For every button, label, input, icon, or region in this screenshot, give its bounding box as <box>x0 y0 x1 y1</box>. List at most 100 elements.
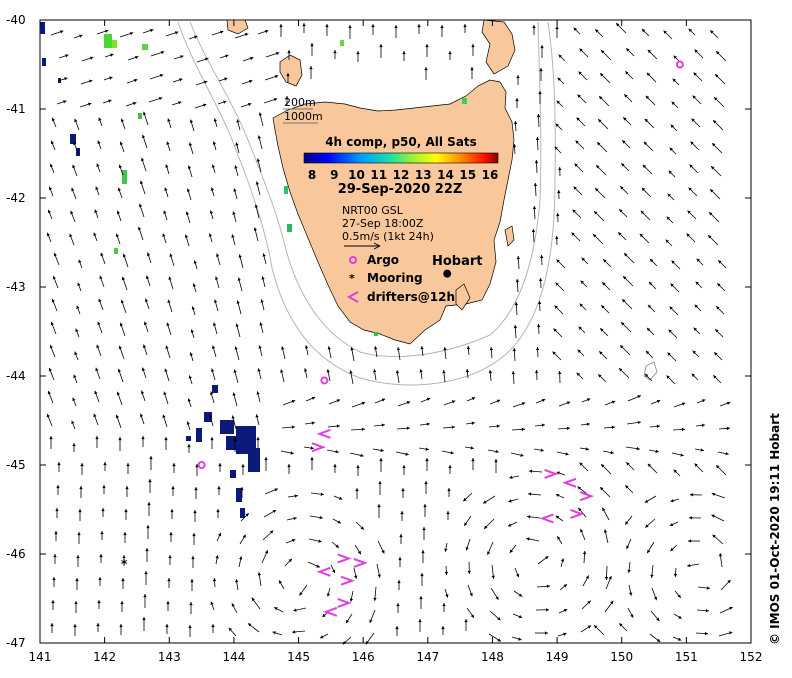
current-arrow-head <box>97 321 101 326</box>
current-arrow-head <box>311 421 315 425</box>
current-arrow-head <box>256 158 260 162</box>
current-arrow-head <box>565 452 569 456</box>
current-arrow-head <box>139 413 144 418</box>
current-arrow-head <box>595 29 599 33</box>
drifter-legend-symbol <box>346 291 359 303</box>
drifter-marker <box>322 606 338 617</box>
current-arrow-head <box>210 437 214 441</box>
current-arrow-head <box>677 594 681 598</box>
current-arrow-head <box>706 586 710 590</box>
current-arrow-head <box>558 371 562 375</box>
current-arrow-head <box>620 186 624 190</box>
sst-patch <box>122 170 127 184</box>
contour-200m <box>189 21 542 357</box>
current-arrow-head <box>232 392 236 396</box>
current-arrow-head <box>293 608 297 612</box>
current-arrow-head <box>51 117 56 122</box>
current-arrow-head <box>670 547 674 552</box>
current-arrow-head <box>552 351 556 355</box>
current-arrow-head <box>117 187 121 192</box>
current-arrow-head <box>625 521 629 525</box>
current-arrow-head <box>212 141 217 145</box>
current-arrow-head <box>185 211 190 215</box>
current-arrow-head <box>76 305 80 310</box>
current-arrow-head <box>441 626 445 630</box>
current-arrow-head <box>274 488 278 492</box>
current-arrow-head <box>125 486 129 490</box>
current-arrow-head <box>487 551 491 555</box>
current-arrow-head <box>189 119 194 123</box>
current-arrow-head <box>681 427 685 432</box>
current-arrow-head <box>217 486 221 490</box>
current-arrow-head <box>56 485 60 489</box>
current-arrow-head <box>126 463 130 467</box>
current-arrow-head <box>442 370 446 374</box>
current-arrow-head <box>417 24 421 28</box>
current-arrow-head <box>264 457 268 461</box>
current-arrow-head <box>78 259 82 264</box>
current-arrow-head <box>401 488 405 492</box>
current-arrow-head <box>580 280 584 284</box>
current-arrow-head <box>336 424 340 428</box>
sst-patch <box>112 40 117 48</box>
current-arrow-head <box>235 323 239 327</box>
current-arrow-head <box>69 233 73 238</box>
current-arrow-head <box>625 485 629 489</box>
current-arrow-head <box>338 496 343 500</box>
current-arrow-head <box>539 255 544 259</box>
current-arrow-head <box>623 117 627 121</box>
current-arrow-head <box>535 137 540 141</box>
current-arrow-head <box>729 606 733 610</box>
current-arrow-head <box>464 619 468 623</box>
current-arrow-head <box>187 398 191 402</box>
current-arrow-head <box>211 164 216 168</box>
current-arrow-head <box>419 369 423 373</box>
current-arrow-head <box>233 369 237 373</box>
current-arrow-head <box>668 170 672 174</box>
current-arrow-head <box>191 306 195 310</box>
current-arrow-head <box>555 282 559 286</box>
current-arrow-head <box>555 236 559 240</box>
current-arrow-head <box>645 350 650 355</box>
current-arrow-head <box>355 488 359 492</box>
current-arrow-head <box>248 79 253 84</box>
current-arrow-head <box>694 49 698 53</box>
current-arrow-head <box>560 558 565 562</box>
current-arrow-head <box>192 533 196 537</box>
current-arrow-head <box>471 44 475 48</box>
current-arrow-head <box>673 55 677 59</box>
current-arrow-head <box>142 617 146 621</box>
current-arrow-head <box>555 26 559 30</box>
current-arrow-head <box>254 204 258 208</box>
current-arrow-head <box>49 163 54 168</box>
current-arrow-head <box>119 624 123 628</box>
current-arrow-head <box>556 213 560 217</box>
current-arrow-head <box>521 402 526 406</box>
current-arrow-head <box>251 597 255 602</box>
tasmania-main <box>272 79 515 345</box>
current-arrow-head <box>115 233 119 238</box>
current-arrow-head <box>145 275 150 279</box>
current-arrow-head <box>630 614 634 618</box>
current-arrow-head <box>74 351 78 356</box>
current-arrow-head <box>78 509 82 513</box>
current-arrow-head <box>95 367 99 372</box>
current-arrow-head <box>536 114 541 118</box>
mooring-legend-symbol: * <box>349 272 355 285</box>
current-arrow-head <box>425 44 429 48</box>
current-arrow-head <box>594 625 598 629</box>
current-arrow-head <box>281 346 285 350</box>
drifter-marker <box>539 513 554 524</box>
current-arrow-head <box>212 578 217 582</box>
current-arrow-head <box>208 414 213 418</box>
current-arrow-head <box>234 346 238 350</box>
current-arrow-head <box>396 347 401 351</box>
current-arrow-head <box>599 96 603 100</box>
current-arrow-head <box>166 322 170 327</box>
legend: 200m 1000m 4h comp, p50, All Sats 8 9 10 11… <box>283 96 498 304</box>
current-arrow-head <box>572 209 576 213</box>
current-arrow-head <box>320 492 324 496</box>
current-arrow-head <box>463 24 467 28</box>
legend-200m: 200m <box>284 96 316 109</box>
current-arrow-head <box>46 413 50 418</box>
